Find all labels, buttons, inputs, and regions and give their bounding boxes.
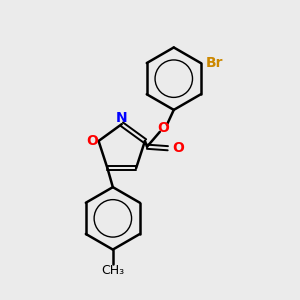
Text: N: N bbox=[116, 111, 128, 125]
Text: O: O bbox=[158, 121, 169, 135]
Text: Br: Br bbox=[205, 56, 223, 70]
Text: O: O bbox=[86, 134, 98, 148]
Text: O: O bbox=[172, 141, 184, 155]
Text: CH₃: CH₃ bbox=[101, 265, 124, 278]
